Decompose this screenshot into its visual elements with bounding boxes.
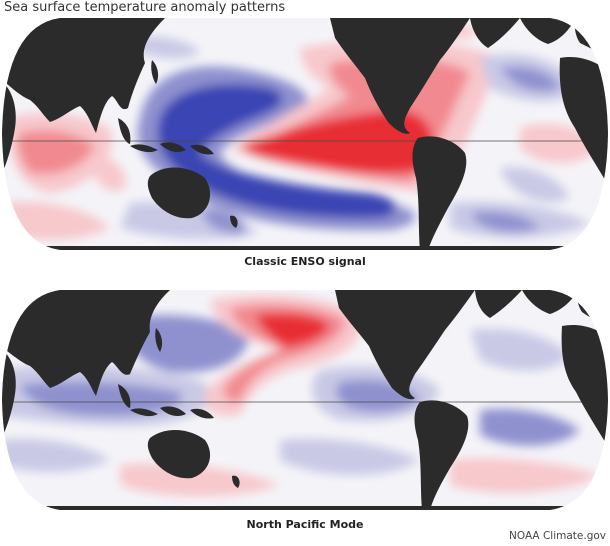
- npm-map-label: North Pacific Mode: [246, 518, 364, 531]
- land-masses: [2, 18, 608, 250]
- npm-map-panel: [0, 290, 610, 510]
- enso-anomaly-map: [2, 18, 608, 250]
- credit-text: NOAA Climate.gov: [509, 530, 606, 542]
- npm-anomaly-map: [2, 290, 608, 510]
- page-title: Sea surface temperature anomaly patterns: [4, 0, 286, 15]
- land-masses-2: [2, 290, 608, 510]
- enso-map-panel: [0, 18, 610, 250]
- enso-map-label: Classic ENSO signal: [244, 255, 366, 268]
- npm-anomaly-field: [2, 295, 600, 497]
